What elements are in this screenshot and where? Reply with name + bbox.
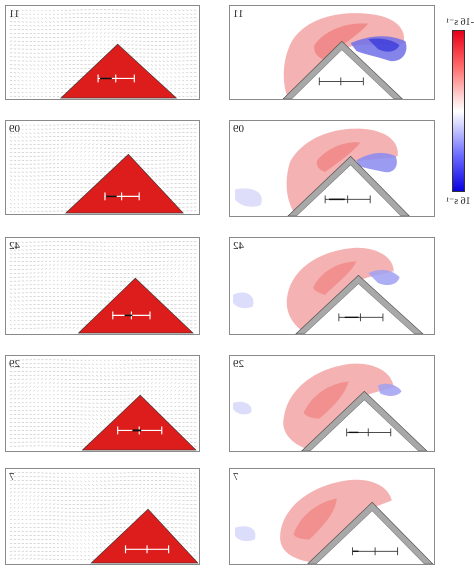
red-triangle [65,153,184,214]
vorticity-field-3 [233,247,424,334]
velocity-field-4 [9,359,197,451]
wedge-wall [282,40,403,99]
wedge-interior [304,284,415,334]
panel-label: 7 [233,471,239,483]
edge-vorticity [235,526,256,542]
negative-vorticity-region [356,152,397,173]
negative-vorticity-region [378,383,402,396]
colorbar-top-label: -16 s⁻¹ [446,17,474,28]
colorbar-bottom-label: 16 s⁻¹ [446,196,471,207]
red-triangle [60,43,178,99]
positive-vorticity-core [303,381,349,419]
panel-label: 29 [9,358,20,370]
panel-label: 7 [9,471,15,483]
velocity-field-1 [9,9,197,99]
wedge-wall [307,501,434,564]
vorticity-field-5 [235,479,434,564]
scale-bar [124,545,170,554]
negative-vorticity-core [368,38,400,52]
positive-vorticity-core [313,261,357,295]
red-triangle [81,394,197,451]
panel-label: 11 [9,8,20,20]
vorticity-field-2 [235,128,410,216]
scale-bar [318,77,364,86]
velocity-panel-2: 09 [5,120,200,215]
positive-vorticity-region [280,479,392,564]
panel-label: 29 [233,358,244,370]
velocity-panel-5: 7 [5,468,200,565]
red-triangle [77,277,194,334]
vorticity-panel-3: 42 [229,237,435,335]
positive-vorticity-region [286,247,394,333]
edge-vorticity [233,292,254,309]
wedge-interior [296,165,401,216]
wedge-wall [295,274,424,334]
velocity-panel-3: 42 [5,237,200,335]
vorticity-panel-5: 7 [229,468,435,565]
edge-vorticity [233,401,252,415]
red-triangle [90,508,199,564]
vorticity-field-1 [282,13,407,99]
vector-field [9,359,197,448]
panel-label: 42 [233,240,244,252]
panel-label: 42 [9,240,20,252]
vorticity-panel-4: 29 [229,355,435,452]
negative-vorticity-region [368,269,400,286]
panel-label: 11 [233,8,244,20]
wedge-wall [287,155,410,216]
vorticity-panel-1: 11 [229,5,435,100]
vorticity-panel-2: 09 [229,120,435,217]
positive-vorticity-core [316,142,361,172]
wedge-wall [301,390,428,451]
positive-vorticity-region [283,363,394,451]
velocity-field-2 [9,124,197,214]
wedge-interior [310,400,419,451]
velocity-panel-1: 11 [5,5,200,100]
velocity-panel-4: 29 [5,355,200,452]
panel-label: 09 [9,123,20,135]
wedge-interior [291,50,394,99]
wedge-interior [316,511,425,564]
colorbar [452,30,465,192]
velocity-field-3 [9,241,197,334]
positive-vorticity-core [293,498,337,540]
velocity-field-5 [9,472,199,564]
edge-vorticity [235,188,262,207]
vorticity-field-4 [233,363,428,451]
panel-label: 09 [233,123,244,135]
